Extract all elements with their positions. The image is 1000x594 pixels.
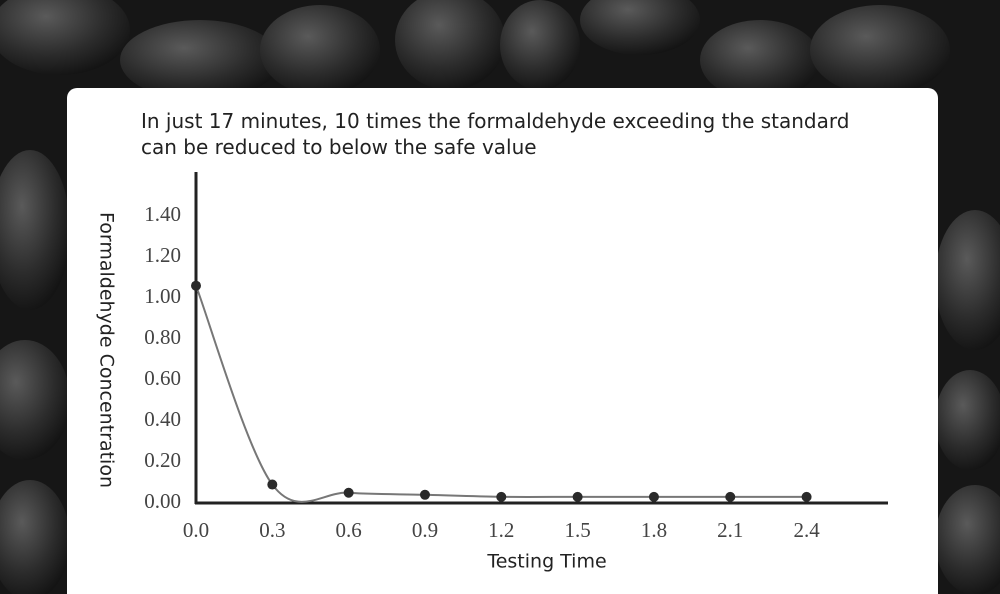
x-tick-label: 1.5	[564, 518, 590, 542]
y-tick-label: 1.20	[144, 243, 181, 267]
y-tick-label: 0.80	[144, 325, 181, 349]
point	[648, 491, 659, 502]
x-tick-label: 0.0	[183, 518, 209, 542]
y-tick-label: 1.40	[144, 202, 181, 226]
point	[801, 491, 812, 502]
point	[267, 479, 278, 490]
chart-title: In just 17 minutes, 10 times the formald…	[141, 109, 850, 159]
point	[572, 491, 583, 502]
y-tick-label: 0.60	[144, 366, 181, 390]
x-tick-label: 0.9	[412, 518, 438, 542]
chart-card	[67, 88, 938, 594]
point	[191, 280, 201, 291]
point	[725, 491, 736, 502]
x-tick-label: 0.6	[336, 518, 362, 542]
y-tick-label: 0.00	[144, 489, 181, 513]
x-tick-label: 1.8	[641, 518, 667, 542]
x-tick-label: 2.4	[793, 518, 820, 542]
x-tick-label: 1.2	[488, 518, 514, 542]
line	[195, 285, 807, 503]
point	[496, 491, 507, 502]
point	[419, 489, 430, 500]
x-axis-title: Testing Time	[486, 551, 606, 573]
y-tick-label: 0.40	[144, 407, 181, 431]
y-tick-label: 1.00	[144, 284, 181, 308]
point	[343, 487, 354, 498]
y-tick-label: 0.20	[144, 448, 181, 472]
x-tick-label: 2.1	[717, 518, 743, 542]
x-tick-label: 0.3	[259, 518, 285, 542]
y-axis-title: Formaldehyde Concentration	[96, 212, 118, 488]
